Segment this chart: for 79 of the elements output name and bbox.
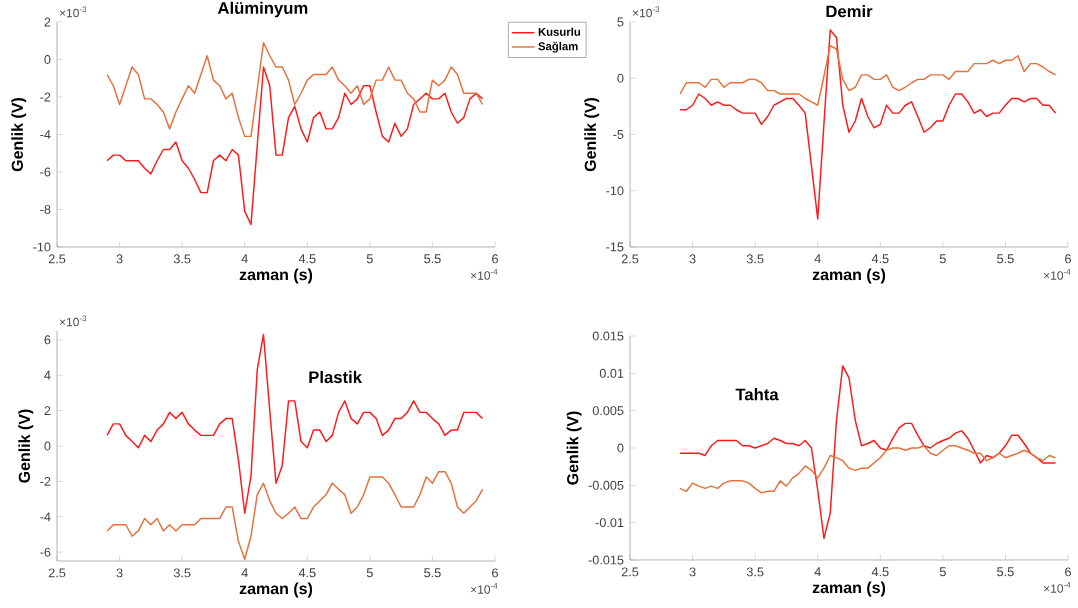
text: ×10$^{-4}$ [470,269,498,280]
x-tick-label: 2.5 [621,567,639,577]
y-tick-label: 0.015 [592,331,624,341]
y-tick-label: 0.01 [599,368,624,378]
y-tick-label: -2 [40,92,51,102]
x-tick-label: 2.5 [621,254,639,264]
y-tick-label: 6 [44,335,51,345]
x-tick-label: 2.5 [48,254,66,264]
y-tick-label: -15 [606,242,624,252]
x-tick-label: 4.5 [298,254,316,264]
y-tick-label: -2 [40,476,51,486]
y-tick-label: -5 [613,130,624,139]
y-tick-label: -0.015 [588,555,624,565]
y-axis-title: Genlik (V) [584,97,600,172]
x-tick-label: 3 [689,567,696,577]
y-tick-label: -4 [40,512,51,522]
y-tick-label: 0 [617,443,624,453]
y-tick-label: 2 [44,406,51,416]
x-tick-label: 5.5 [997,254,1014,264]
x-tick-label: 2.5 [48,568,66,578]
x-tick-label: 6 [492,254,498,264]
x-tick-label: 6 [1065,567,1071,577]
y-axis-title: Genlik (V) [11,97,27,172]
y-tick-label: -8 [40,205,51,214]
x-tick-label: 6 [492,568,498,578]
x-tick-label: 4 [241,568,248,578]
x-tick-label: 3.5 [173,568,191,578]
x-tick-label: 4 [814,254,821,264]
x-tick-label: 3 [116,254,123,264]
text: ×10$^{-4}$ [1044,269,1071,280]
text: Plastik [309,370,363,384]
chart-title: Demir [826,5,873,18]
y-tick-label: 0 [44,55,51,64]
x-tick-label: 5.5 [424,568,441,578]
legend-label: Sağlam [538,41,578,53]
chart-title: Alüminyum [217,1,308,18]
y-tick-label: -0.01 [595,518,624,528]
x-tick-label: 5.5 [424,254,441,264]
x-tick-label: 3.5 [746,254,764,264]
text: ×10$^{-3}$ [59,315,87,327]
text: ×10$^{-3}$ [59,6,87,18]
text: ×10$^{-3}$ [632,6,660,18]
x-tick-label: 4.5 [871,567,889,577]
x-tick-label: 5 [939,254,946,264]
y-tick-label: 0 [617,73,624,83]
x-tick-label: 3.5 [173,254,191,264]
x-axis-title: zaman (s) [239,268,313,284]
x-tick-label: 5 [366,254,373,264]
y-axis-title: Genlik (V) [18,409,34,483]
x-tick-label: 4.5 [298,568,316,578]
x-tick-label: 3.5 [746,567,764,577]
x-tick-label: 4 [814,567,821,577]
y-tick-label: -6 [40,167,51,177]
x-tick-label: 5.5 [997,567,1014,577]
x-tick-label: 4.5 [871,254,889,264]
text: ×10$^{-4}$ [471,583,498,594]
y-tick-label: 0.005 [592,406,624,416]
text: ×10$^{-4}$ [1044,582,1071,593]
y-tick-label: 5 [617,17,624,27]
y-tick-label: -0.005 [588,480,624,490]
x-axis-title: zaman (s) [812,581,886,597]
y-tick-label: 0 [44,441,51,451]
x-axis-title: zaman (s) [812,268,886,284]
y-axis-title: Genlik (V) [566,411,582,485]
y-tick-label: -6 [40,547,51,557]
y-tick-label: -4 [40,130,51,139]
x-tick-label: 4 [241,254,248,264]
y-tick-label: -10 [606,186,624,196]
x-tick-label: 6 [1065,254,1071,264]
x-tick-label: 3 [689,254,696,264]
y-tick-label: 2 [44,17,51,27]
text: Tahta [735,388,779,401]
legend-label: Kusurlu [538,27,581,36]
x-tick-label: 5 [366,568,373,578]
x-tick-label: 5 [939,567,946,577]
y-tick-label: -10 [33,242,51,252]
x-axis-title: zaman (s) [239,582,313,598]
x-tick-label: 3 [116,568,123,578]
y-tick-label: 4 [44,370,51,380]
